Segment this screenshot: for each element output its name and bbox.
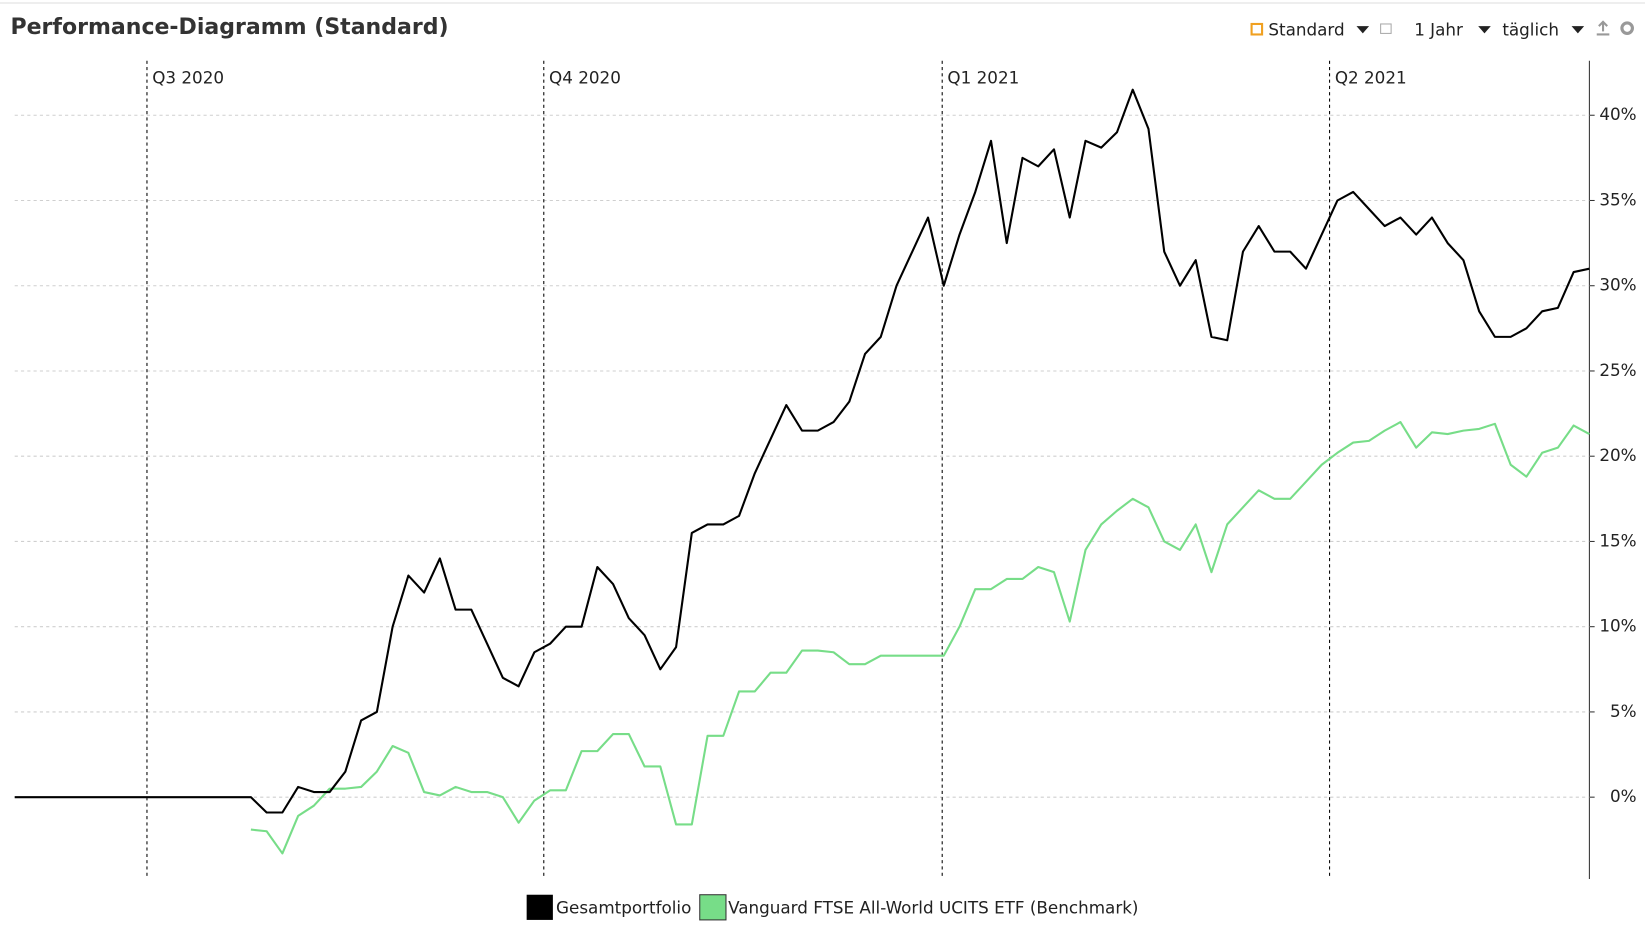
y-tick-label: 15%	[1599, 530, 1636, 550]
series-line	[250, 421, 1590, 855]
legend-swatch	[699, 894, 727, 921]
window-icon[interactable]	[1380, 23, 1392, 34]
view-icon	[1250, 22, 1264, 36]
dropdown-arrow[interactable]	[1571, 26, 1585, 34]
legend-label: Vanguard FTSE All-World UCITS ETF (Bench…	[728, 897, 1138, 917]
settings-icon[interactable]	[1620, 21, 1634, 35]
y-tick-label: 40%	[1599, 104, 1636, 124]
export-icon[interactable]	[1596, 20, 1610, 36]
quarter-label: Q2 2021	[1335, 68, 1407, 88]
dropdown-arrow[interactable]	[1356, 26, 1370, 34]
view-select[interactable]: Standard	[1268, 19, 1344, 39]
legend-label: Gesamtportfolio	[556, 897, 691, 917]
y-tick-label: 25%	[1599, 360, 1636, 380]
legend-swatch	[526, 894, 553, 920]
y-tick-label: 0%	[1610, 786, 1637, 806]
period-select[interactable]: 1 Jahr	[1414, 19, 1463, 39]
chart-title: Performance-Diagramm (Standard)	[10, 15, 448, 40]
y-tick-label: 10%	[1599, 616, 1636, 636]
quarter-label: Q4 2020	[549, 68, 621, 88]
quarter-label: Q1 2021	[947, 68, 1019, 88]
quarter-label: Q3 2020	[152, 68, 224, 88]
y-tick-label: 30%	[1599, 275, 1636, 295]
interval-select[interactable]: täglich	[1502, 19, 1559, 39]
y-tick-label: 5%	[1610, 701, 1637, 721]
y-tick-label: 20%	[1599, 445, 1636, 465]
series-line	[14, 88, 1590, 814]
dropdown-arrow[interactable]	[1478, 26, 1491, 34]
y-tick-label: 35%	[1599, 189, 1636, 209]
